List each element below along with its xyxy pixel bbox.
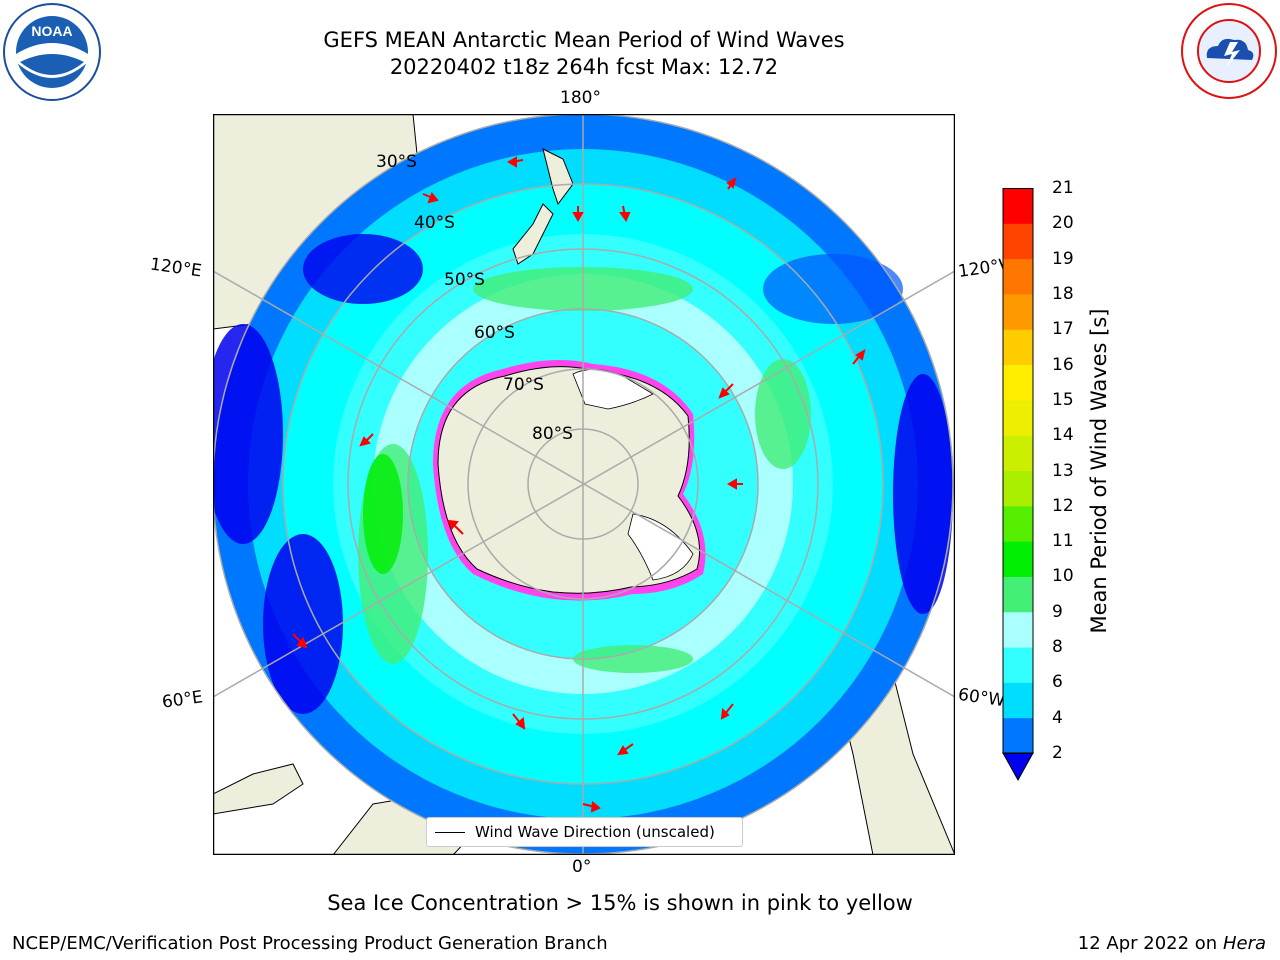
- colorbar-frame: [1002, 188, 1034, 754]
- noaa-logo-text: NOAA: [31, 23, 72, 39]
- wave-arrow: [726, 176, 737, 190]
- colorbar-tick-label: 18: [1052, 283, 1074, 304]
- colorbar-tick-label: 19: [1052, 248, 1074, 269]
- chart-title: GEFS MEAN Antarctic Mean Period of Wind …: [323, 28, 845, 52]
- colorbar-tick-label: 9: [1052, 601, 1063, 622]
- colorbar-tick-label: 20: [1052, 213, 1074, 234]
- wave-arrow: [572, 206, 584, 223]
- lat-label-60s: 60°S: [474, 323, 515, 343]
- colorbar-segment: [1003, 399, 1033, 436]
- lon-label-lower-left: 60°E: [160, 687, 205, 713]
- wave-arrow: [726, 478, 743, 490]
- colorbar-tick-label: 4: [1052, 707, 1063, 728]
- wave-arrow: [422, 192, 439, 204]
- colorbar-segment: [1003, 505, 1033, 542]
- colorbar-segment: [1003, 223, 1033, 260]
- wave-arrow: [720, 703, 734, 720]
- wave-arrow: [359, 433, 374, 447]
- colorbar-tick-label: 12: [1052, 495, 1074, 516]
- colorbar: [1002, 188, 1034, 782]
- wave-arrow: [582, 801, 601, 813]
- chart-subtitle: 20220402 t18z 264h fcst Max: 12.72: [389, 55, 779, 79]
- wave-arrow: [512, 713, 526, 730]
- footer-left: NCEP/EMC/Verification Post Processing Pr…: [12, 933, 608, 954]
- colorbar-tick-label: 8: [1052, 637, 1063, 658]
- colorbar-tick-label: 14: [1052, 425, 1074, 446]
- colorbar-tick-label: 13: [1052, 460, 1074, 481]
- new-zealand-land: [512, 148, 574, 265]
- colorbar-segment: [1003, 329, 1033, 366]
- lat-label-30s: 30°S: [376, 152, 417, 172]
- colorbar-segment: [1003, 435, 1033, 471]
- legend-label: Wind Wave Direction (unscaled): [475, 823, 715, 841]
- lat-label-40s: 40°S: [414, 213, 455, 233]
- colorbar-tick-label: 2: [1052, 743, 1063, 763]
- colorbar-segment: [1003, 470, 1033, 507]
- colorbar-ticks: 2 4 6 8 9 10 11 12 13 14 15 16 17 18 19 20 21: [1040, 178, 1080, 770]
- lon-label-bottom: 0°: [572, 857, 592, 877]
- colorbar-segment: [1003, 258, 1033, 295]
- colorbar-segment: [1003, 576, 1033, 613]
- nws-logo: [1180, 2, 1278, 100]
- wave-arrow: [506, 156, 524, 168]
- colorbar-tick-label: 16: [1052, 354, 1074, 375]
- lat-label-80s: 80°S: [532, 424, 573, 444]
- colorbar-segment: [1003, 293, 1033, 330]
- colorbar-segment: [1003, 717, 1033, 754]
- lon-label-lower-right: 60°W: [956, 684, 1007, 712]
- colorbar-segment: [1003, 364, 1033, 401]
- noaa-logo: NOAA: [2, 2, 102, 102]
- lat-label-70s: 70°S: [503, 375, 544, 395]
- wave-arrow: [447, 519, 464, 535]
- wave-arrow: [617, 743, 634, 756]
- map-legend: Wind Wave Direction (unscaled): [426, 817, 743, 847]
- wave-arrow: [718, 383, 734, 399]
- colorbar-tick-label: 10: [1052, 566, 1074, 587]
- wave-arrow: [852, 348, 866, 365]
- lat-label-50s: 50°S: [444, 270, 485, 290]
- madagascar-land: [213, 763, 304, 815]
- colorbar-extend-arrow: [1002, 752, 1034, 782]
- colorbar-segment: [1003, 647, 1033, 683]
- colorbar-tick-label: 21: [1052, 178, 1074, 198]
- wave-arrow: [292, 633, 308, 649]
- colorbar-segment: [1003, 611, 1033, 648]
- colorbar-segment: [1003, 188, 1033, 224]
- lon-label-upper-left: 120°E: [148, 254, 203, 282]
- lon-label-top: 180°: [560, 88, 601, 108]
- footer-date: 12 Apr 2022 on: [1077, 933, 1223, 954]
- footer-machine: Hera: [1222, 933, 1266, 954]
- colorbar-label: Mean Period of Wind Waves [s]: [1087, 308, 1111, 634]
- colorbar-segment: [1003, 541, 1033, 577]
- wave-arrow: [619, 205, 631, 223]
- colorbar-tick-label: 11: [1052, 531, 1074, 552]
- sea-ice-caption: Sea Ice Concentration > 15% is shown in …: [327, 891, 913, 915]
- colorbar-tick-label: 15: [1052, 389, 1074, 410]
- colorbar-segment: [1003, 682, 1033, 719]
- polar-map: Wind Wave Direction (unscaled): [212, 113, 956, 856]
- colorbar-tick-label: 17: [1052, 319, 1074, 340]
- colorbar-tick-label: 6: [1052, 672, 1063, 693]
- legend-line-icon: [435, 831, 465, 833]
- footer-right: 12 Apr 2022 on Hera: [1078, 933, 1266, 954]
